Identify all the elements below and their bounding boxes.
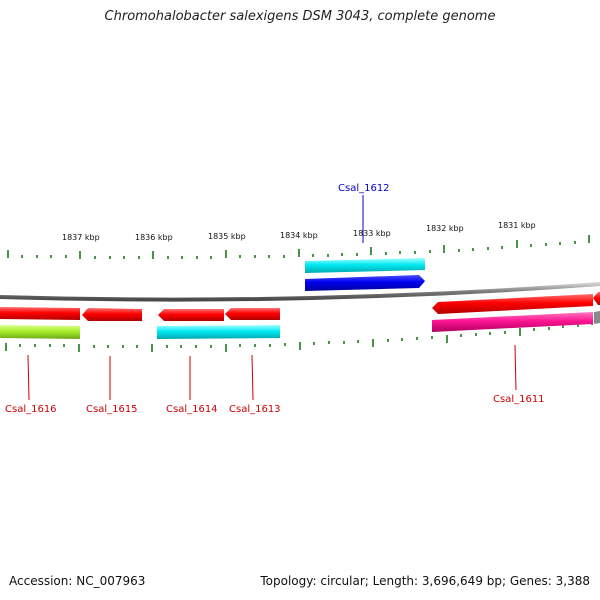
grey-feature-partial-right <box>594 311 600 324</box>
lime-feature-csal-1616 <box>0 325 80 339</box>
gene-arrow-csal-1614 <box>158 309 224 321</box>
genome-summary-text: Topology: circular; Length: 3,696,649 bp… <box>260 574 590 588</box>
scale-label-1835: 1835 kbp <box>208 232 246 241</box>
scale-label-1837: 1837 kbp <box>62 233 100 242</box>
gene-label-csal-1614[interactable]: Csal_1614 <box>166 404 218 415</box>
cyan-feature-csal-1614 <box>157 325 280 339</box>
gene-arrow-csal-1611 <box>432 294 593 314</box>
scale-label-1832: 1832 kbp <box>426 224 464 233</box>
genome-backbone <box>0 282 600 302</box>
scale-label-1831: 1831 kbp <box>498 221 536 230</box>
label-leader-lines <box>27 195 517 401</box>
gene-arrow-csal-1615 <box>82 308 142 321</box>
gene-label-csal-1612[interactable]: Csal_1612 <box>338 183 390 194</box>
cyan-feature-csal-1612 <box>305 258 425 273</box>
gene-arrow-csal-1613 <box>225 308 280 320</box>
scale-label-1833: 1833 kbp <box>353 229 391 238</box>
scale-label-1836: 1836 kbp <box>135 233 173 242</box>
gene-label-csal-1613[interactable]: Csal_1613 <box>229 404 281 415</box>
scale-label-1834: 1834 kbp <box>280 231 318 240</box>
gene-arrow-partial-right <box>593 292 600 305</box>
gene-label-csal-1615[interactable]: Csal_1615 <box>86 404 138 415</box>
accession-text: Accession: NC_007963 <box>9 574 146 588</box>
gene-arrow-csal-1616 <box>0 307 80 320</box>
magenta-feature-csal-1611 <box>432 312 593 332</box>
gene-arrow-csal-1612 <box>305 275 425 291</box>
gene-label-csal-1616[interactable]: Csal_1616 <box>5 404 57 415</box>
outer-tick-track <box>7 235 590 259</box>
genome-title: Chromohalobacter salexigens DSM 3043, co… <box>104 9 496 24</box>
gene-label-csal-1611[interactable]: Csal_1611 <box>493 394 545 405</box>
